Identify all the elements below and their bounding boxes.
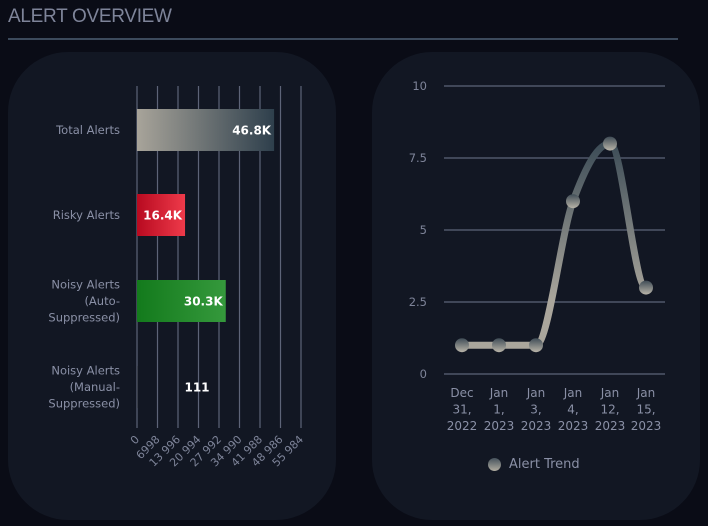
category-label: (Auto- — [84, 294, 120, 308]
bar[interactable] — [137, 109, 275, 151]
x-tick-label: 2023 — [595, 419, 626, 433]
data-point[interactable] — [639, 280, 653, 295]
y-tick-label: 2.5 — [409, 295, 427, 309]
y-tick-label: 7.5 — [409, 151, 427, 165]
x-tick-label: 2023 — [521, 419, 552, 433]
category-label: Suppressed) — [48, 397, 120, 411]
category-label: Total Alerts — [55, 123, 120, 137]
y-tick-label: 10 — [412, 79, 427, 93]
x-tick-label: 2023 — [558, 419, 589, 433]
x-tick-label: 2023 — [484, 419, 515, 433]
x-tick-label: Jan — [489, 386, 509, 400]
category-label: Risky Alerts — [53, 208, 120, 222]
x-tick-label: Jan — [636, 386, 656, 400]
trend-line — [458, 140, 650, 349]
x-tick-label: Dec — [450, 386, 473, 400]
x-tick-label: Jan — [600, 386, 620, 400]
x-tick-label: Jan — [526, 386, 546, 400]
chart-legend[interactable]: Alert Trend — [488, 457, 580, 472]
category-label: (Manual- — [70, 380, 120, 394]
data-point[interactable] — [603, 136, 617, 151]
bar-data-label: 16.4K — [143, 209, 183, 223]
x-tick-label: 4, — [567, 403, 578, 417]
x-tick-label: 12, — [600, 403, 619, 417]
bar[interactable] — [137, 194, 186, 236]
x-tick-label: 31, — [452, 403, 471, 417]
title-divider — [8, 38, 678, 40]
x-tick-label: 15, — [636, 403, 655, 417]
bar-data-label: 46.8K — [232, 124, 272, 138]
category-label: Noisy Alerts — [51, 364, 120, 378]
y-tick-label: 0 — [420, 367, 427, 381]
bar-data-label: 111 — [184, 381, 209, 395]
x-tick-label: Jan — [563, 386, 583, 400]
x-tick-label: 1, — [493, 403, 504, 417]
page-title: ALERT OVERVIEW — [8, 6, 172, 27]
bar[interactable] — [137, 280, 226, 322]
legend-label: Alert Trend — [509, 457, 580, 472]
legend-marker-icon — [488, 458, 501, 471]
data-point[interactable] — [529, 338, 543, 353]
x-tick-label: 3, — [530, 403, 541, 417]
x-tick-label: 2022 — [447, 419, 478, 433]
data-point[interactable] — [455, 338, 469, 353]
bar-data-label: 30.3K — [184, 295, 224, 309]
y-tick-label: 5 — [420, 223, 427, 237]
x-tick-label: 2023 — [631, 419, 662, 433]
data-point[interactable] — [566, 194, 580, 209]
category-label: Suppressed) — [48, 311, 120, 325]
data-point[interactable] — [492, 338, 506, 353]
category-label: Noisy Alerts — [51, 278, 120, 292]
